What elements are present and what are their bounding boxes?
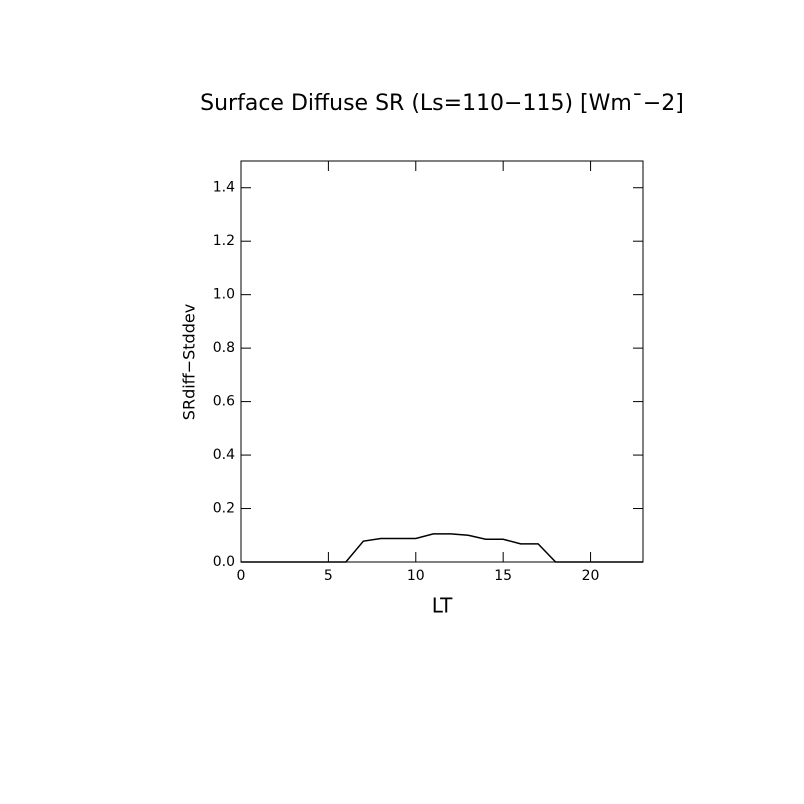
x-tick-label: 20 (582, 568, 600, 584)
x-axis-label: LT (432, 594, 453, 618)
y-tick-label: 0.6 (213, 394, 235, 410)
x-tick-label: 15 (494, 568, 512, 584)
chart-title: Surface Diffuse SR (Ls=110−115) [Wm¯−2] (200, 91, 684, 116)
x-tick-label: 0 (237, 568, 246, 584)
y-tick-label: 0.8 (213, 340, 235, 356)
y-axis-label: SRdiff−Stddev (180, 304, 199, 420)
y-tick-label: 1.2 (213, 233, 235, 249)
x-tick-label: 5 (324, 568, 333, 584)
y-tick-label: 0.0 (213, 554, 235, 570)
y-tick-label: 0.4 (213, 447, 235, 463)
x-tick-label: 10 (407, 568, 425, 584)
y-tick-label: 1.4 (213, 180, 235, 196)
plot-frame (240, 160, 644, 563)
y-tick-label: 1.0 (213, 287, 235, 303)
data-line (241, 533, 643, 563)
y-tick-label: 0.2 (213, 501, 235, 517)
